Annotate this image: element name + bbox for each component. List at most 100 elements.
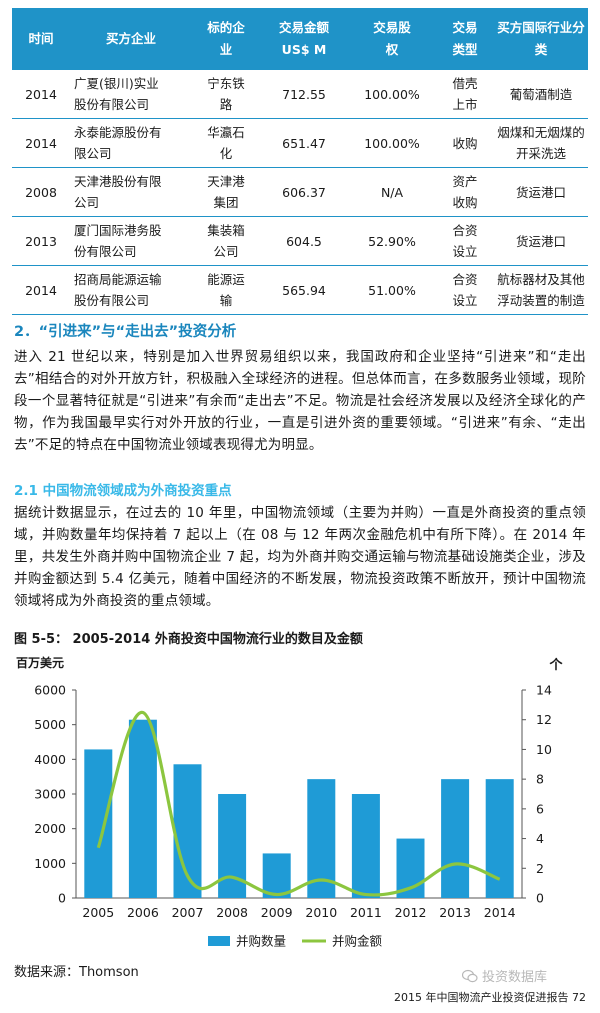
right-tick-label: 10	[536, 742, 552, 757]
cell-year: 2013	[12, 216, 70, 266]
bar	[441, 779, 470, 898]
cell-industry: 烟煤和无烟煤的 开采洗选	[494, 118, 588, 168]
cell-target: 宁东铁路	[192, 70, 260, 119]
line: 招商局能源运输	[74, 272, 162, 287]
left-tick-label: 2000	[34, 821, 66, 836]
cell-type: 合资 设立	[436, 216, 494, 266]
legend-bar-swatch	[208, 936, 230, 946]
right-tick-label: 6	[536, 801, 544, 816]
table-header-row: 时间 买方企业 标的企业 交易金额 US$ M 交易股权 交易 类型 买方国际行业分…	[12, 8, 588, 70]
left-tick-label: 1000	[34, 856, 66, 871]
line: 华瀛石	[207, 125, 245, 140]
cell-industry: 货运港口	[494, 167, 588, 217]
cell-amount: 606.37	[260, 167, 348, 217]
header-text: 交易金额	[278, 20, 329, 35]
subsection-paragraph: 据统计数据显示，在过去的 10 年里，中国物流领域（主要为并购）一直是外商投资的…	[14, 505, 586, 609]
left-tick-label: 3000	[34, 787, 66, 802]
x-tick-label: 2007	[172, 905, 204, 920]
cell-year: 2014	[12, 70, 70, 119]
cell-equity: 52.90%	[348, 216, 436, 266]
cell-amount: 712.55	[260, 70, 348, 119]
right-tick-label: 2	[536, 861, 544, 876]
cell-buyer: 厦门国际港务股 份有限公司	[70, 216, 192, 266]
left-tick-label: 5000	[34, 717, 66, 732]
line: 输	[219, 293, 233, 308]
cell-amount: 565.94	[260, 265, 348, 315]
line: 资产	[452, 174, 478, 189]
line: 永泰能源股份有	[74, 125, 162, 140]
header-text: 交易股	[373, 20, 411, 35]
line: 合资	[452, 272, 478, 287]
line: 烟煤和无烟煤的	[497, 125, 585, 140]
page-footer: 2015 年中国物流产业投资促进报告 72	[394, 991, 586, 1004]
line: 航标器材及其他	[497, 272, 585, 287]
deals-table: 时间 买方企业 标的企业 交易金额 US$ M 交易股权 交易 类型 买方国际行业分…	[12, 8, 588, 315]
subsection-heading: 2.1 中国物流领域成为外商投资重点	[14, 483, 232, 499]
bar	[351, 794, 380, 898]
line: 能源运	[207, 272, 245, 287]
cell-industry: 葡萄酒制造	[494, 70, 588, 119]
line: 浮动装置的制造	[497, 293, 585, 308]
left-tick-label: 4000	[34, 752, 66, 767]
header-text: 买方国际行业分	[497, 20, 585, 35]
table-body: 2014 广夏(银川)实业 股份有限公司 宁东铁路 712.55 100.00% …	[12, 70, 588, 315]
right-tick-label: 12	[536, 712, 552, 727]
line: 天津港股份有限	[74, 174, 162, 189]
header-cell: 时间	[12, 8, 70, 70]
line: 股份有限公司	[74, 97, 150, 112]
right-tick-label: 0	[536, 891, 544, 906]
line: 开采洗选	[515, 146, 566, 161]
line: 设立	[452, 244, 478, 259]
header-text: 时间	[28, 31, 54, 46]
x-tick-label: 2005	[82, 905, 114, 920]
watermark-text: 投资数据库	[482, 970, 548, 985]
line: 收购	[452, 195, 478, 210]
bar	[218, 794, 247, 898]
x-tick-label: 2011	[350, 905, 382, 920]
header-cell: 交易股权	[348, 8, 436, 70]
line: 合资	[452, 223, 478, 238]
line: 天津港	[207, 174, 245, 189]
cell-type: 收购	[436, 118, 494, 168]
right-tick-label: 14	[536, 683, 552, 698]
cell-industry: 航标器材及其他 浮动装置的制造	[494, 265, 588, 315]
table-row: 2014 招商局能源运输 股份有限公司 能源运输 565.94 51.00% 合资…	[12, 265, 588, 315]
watermark: 投资数据库	[462, 966, 547, 985]
section-heading: 2．“引进来”与“走出去”投资分析	[14, 324, 237, 340]
data-source: 数据来源：Thomson	[14, 965, 139, 980]
x-tick-label: 2009	[261, 905, 293, 920]
legend-line-label: 并购金额	[332, 934, 383, 949]
chart: 百万美元 个 0 1000 2000 3000 4000 5000 6000 0 2 4 6 8 10 12 1…	[16, 655, 563, 949]
header-cell: 买方企业	[70, 8, 192, 70]
header-text: 标的企	[207, 20, 245, 35]
cell-equity: N/A	[348, 167, 436, 217]
cell-type: 合资 设立	[436, 265, 494, 315]
cell-amount: 651.47	[260, 118, 348, 168]
table-row: 2013 厦门国际港务股 份有限公司 集装箱 公司 604.5 52.90% 合资设…	[12, 216, 588, 266]
line: 化	[219, 146, 233, 161]
header-cell: 交易金额 US$ M	[260, 8, 348, 70]
x-tick-label: 2006	[127, 905, 159, 920]
section-paragraph: 进入 21 世纪以来，特别是加入世界贸易组织以来，我国政府和企业坚持“引进来”和…	[14, 349, 586, 453]
x-tick-label: 2008	[216, 905, 248, 920]
right-axis-title: 个	[548, 657, 563, 673]
cell-amount: 604.5	[260, 216, 348, 266]
header-cell: 买方国际行业分类	[494, 8, 588, 70]
line: 集团	[213, 195, 239, 210]
cell-year: 2014	[12, 265, 70, 315]
amount-series-line	[96, 710, 501, 897]
bar	[485, 779, 514, 898]
header-text: 权	[385, 42, 399, 57]
left-tick-label: 0	[58, 891, 66, 906]
line: 集装箱	[207, 223, 245, 238]
cell-target: 集装箱 公司	[192, 216, 260, 266]
cell-buyer: 永泰能源股份有 限公司	[70, 118, 192, 168]
cell-buyer: 广夏(银川)实业 股份有限公司	[70, 70, 192, 119]
cell-type: 资产 收购	[436, 167, 494, 217]
header-text: US$ M	[281, 42, 327, 57]
line: 份有限公司	[74, 244, 137, 259]
right-tick-label: 4	[536, 831, 544, 846]
table-row: 2014 永泰能源股份有 限公司 华瀛石化 651.47 100.00% 收购 烟…	[12, 118, 588, 168]
line: 广夏(银川)实业	[74, 76, 159, 91]
line: 股份有限公司	[74, 293, 150, 308]
